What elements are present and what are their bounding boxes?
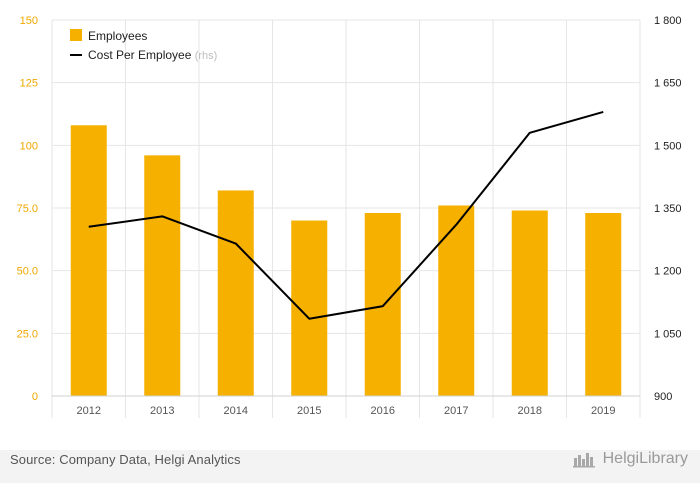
legend-label-employees: Employees xyxy=(88,29,147,43)
bar-employees xyxy=(70,125,107,396)
y-right-tick-label: 900 xyxy=(654,391,672,403)
line-layer xyxy=(88,110,604,320)
x-tick-label: 2018 xyxy=(518,405,542,417)
legend-swatch-employees xyxy=(70,29,82,41)
logo-text: HelgiLibrary xyxy=(602,450,688,467)
y-left-tick-label: 75.0 xyxy=(17,203,38,215)
y-right-tick-label: 1 650 xyxy=(654,78,682,90)
y-left-tick-label: 125 xyxy=(20,78,38,90)
y-left-tick-label: 0 xyxy=(32,391,38,403)
legend-label-cost-per-employee: Cost Per Employee (rhs) xyxy=(88,48,217,62)
legend: Employees Cost Per Employee (rhs) xyxy=(70,29,217,62)
x-tick-label: 2016 xyxy=(371,405,395,417)
y-left-tick-label: 25.0 xyxy=(17,328,38,340)
bar-employees xyxy=(438,205,475,396)
y-right-tick-label: 1 350 xyxy=(654,203,682,215)
axis-layer: 0 25.0 50.0 75.0 100 125 150 900 1 050 1 200 1 350… xyxy=(17,15,682,417)
grid-layer xyxy=(51,19,641,418)
chart-canvas: 0 25.0 50.0 75.0 100 125 150 900 1 050 1 200 1 350… xyxy=(17,15,682,418)
bar-employees xyxy=(364,213,401,396)
y-right-tick-label: 1 500 xyxy=(654,140,682,152)
x-tick-label: 2017 xyxy=(444,405,468,417)
x-tick-label: 2019 xyxy=(591,405,615,417)
x-tick-label: 2013 xyxy=(150,405,174,417)
y-left-tick-label: 50.0 xyxy=(17,266,38,278)
source-note: Source: Company Data, Helgi Analytics xyxy=(10,452,241,467)
helgi-library-logo-icon xyxy=(572,453,595,468)
bar-employees xyxy=(511,210,548,396)
combo-chart: 0 25.0 50.0 75.0 100 125 150 900 1 050 1 200 1 350… xyxy=(17,15,682,418)
y-left-tick-label: 100 xyxy=(20,140,38,152)
line-cost-per-employee xyxy=(88,110,604,320)
x-tick-label: 2012 xyxy=(77,405,101,417)
bar-employees xyxy=(217,190,254,396)
bar-employees xyxy=(585,213,622,396)
x-tick-label: 2014 xyxy=(224,405,248,417)
x-tick-label: 2015 xyxy=(297,405,321,417)
y-right-tick-label: 1 800 xyxy=(654,15,682,27)
y-right-tick-label: 1 200 xyxy=(654,266,682,278)
footer-bar: Source: Company Data, Helgi Analytics He… xyxy=(0,450,700,483)
bar-employees xyxy=(144,155,181,396)
bar-employees xyxy=(291,220,328,396)
y-right-tick-label: 1 050 xyxy=(654,328,682,340)
y-left-tick-label: 150 xyxy=(20,15,38,27)
helgi-library-logo: HelgiLibrary xyxy=(572,450,688,468)
